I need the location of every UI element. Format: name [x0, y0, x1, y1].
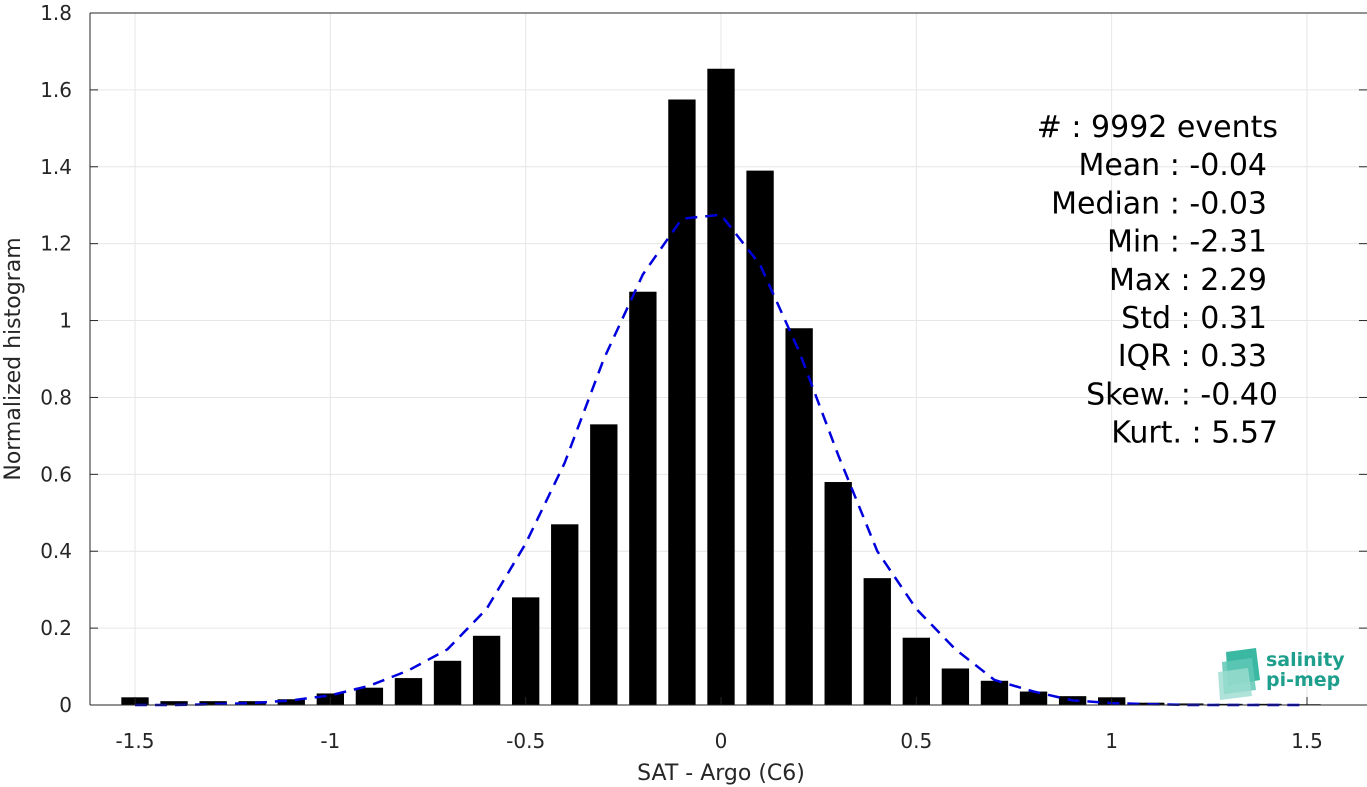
x-axis-ticks: -1.5 -1 -0.5 0 0.5 1 1.5: [115, 697, 1323, 753]
y-axis-ticks: 0 0.2 0.4 0.6 0.8 1 1.2 1.4 1.6 1.8: [40, 1, 1367, 717]
histogram-bar: [1019, 691, 1048, 705]
x-tick-label: -1: [320, 729, 340, 753]
logo-waves-icon: [1218, 648, 1260, 700]
stat-line: Skew. : -0.40: [1086, 377, 1278, 412]
stat-line: IQR : 0.33: [1118, 339, 1267, 374]
stat-line: Mean : -0.04: [1078, 148, 1267, 183]
histogram-bar: [199, 701, 227, 705]
histogram-bar: [980, 680, 1009, 705]
stat-line: Median : -0.03: [1051, 186, 1267, 221]
x-tick-label: 0: [715, 729, 728, 753]
histogram-bar: [355, 687, 384, 705]
histogram-bar: [590, 424, 618, 705]
histogram-bar: [472, 635, 501, 705]
histogram-bar: [433, 660, 462, 705]
histogram-bars: [121, 68, 1321, 706]
logo-text-salinity: salinity: [1266, 649, 1345, 671]
histogram-bar: [394, 678, 423, 705]
stat-line: Std : 0.31: [1121, 301, 1267, 336]
y-tick-label: 1.2: [40, 232, 72, 256]
histogram-bar: [785, 328, 813, 705]
histogram-bar: [511, 597, 540, 705]
y-tick-label: 0.8: [40, 385, 72, 409]
histogram-bar: [238, 701, 266, 705]
histogram-bar: [941, 668, 970, 705]
y-tick-label: 0.4: [40, 539, 72, 563]
histogram-bar: [707, 68, 735, 705]
histogram-bar: [746, 170, 774, 706]
histogram-bar: [629, 291, 657, 705]
x-tick-label: -1.5: [115, 729, 154, 753]
salinity-pi-mep-logo: salinity pi-mep: [1218, 648, 1345, 700]
stat-line: # : 9992 events: [1037, 110, 1278, 145]
stat-line: Min : -2.31: [1107, 225, 1267, 260]
y-tick-label: 0.2: [40, 616, 72, 640]
y-tick-label: 1.4: [40, 155, 72, 179]
y-tick-label: 0: [59, 693, 72, 717]
histogram-bar: [824, 482, 852, 705]
histogram-bar: [863, 578, 891, 705]
histogram-bar: [551, 524, 579, 705]
stat-line: Max : 2.29: [1109, 263, 1267, 298]
x-tick-label: 1: [1105, 729, 1118, 753]
histogram-bar: [902, 637, 931, 705]
y-axis-label: Normalized histogram: [1, 237, 26, 480]
logo-text-pi-mep: pi-mep: [1266, 669, 1340, 691]
y-tick-label: 0.6: [40, 462, 72, 486]
x-axis-label: SAT - Argo (C6): [637, 761, 805, 786]
y-tick-label: 1.8: [40, 1, 72, 25]
x-tick-label: -0.5: [506, 729, 545, 753]
y-tick-label: 1: [59, 309, 72, 333]
histogram-bar: [160, 701, 188, 705]
histogram-bar: [277, 699, 305, 705]
x-tick-label: 0.5: [900, 729, 932, 753]
y-tick-label: 1.6: [40, 78, 72, 102]
x-tick-label: 1.5: [1291, 729, 1323, 753]
histogram-bar: [668, 99, 696, 705]
stat-line: Kurt. : 5.57: [1111, 416, 1278, 451]
axes: [89, 12, 1367, 706]
